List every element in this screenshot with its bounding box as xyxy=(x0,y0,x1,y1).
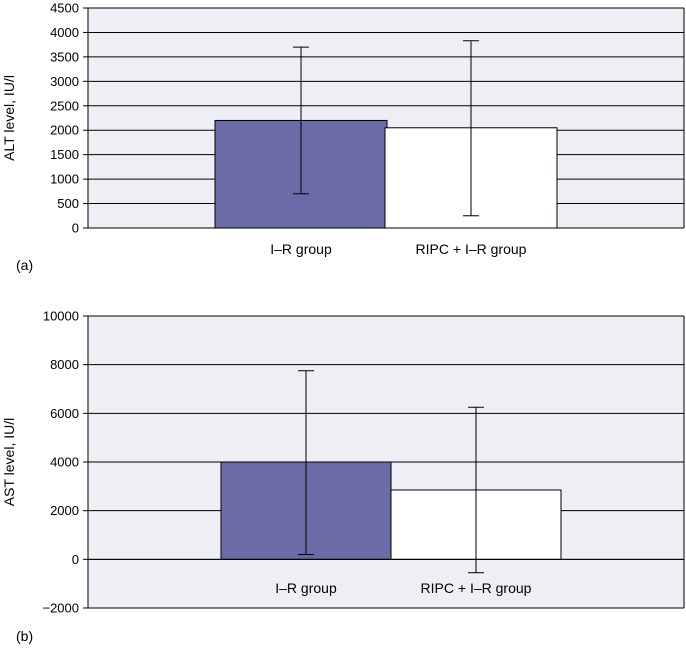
y-tick-label: 2000 xyxy=(50,503,79,518)
y-axis-label: AST level, IU/l xyxy=(1,418,17,506)
y-tick-label: 10000 xyxy=(43,309,79,324)
y-tick-label: 3000 xyxy=(50,74,79,89)
y-tick-label: 2500 xyxy=(50,98,79,113)
y-axis-label: ALT level, IU/l xyxy=(1,75,17,161)
panel-label: (a) xyxy=(16,257,33,273)
y-tick-label: 0 xyxy=(72,221,79,236)
y-tick-label: 500 xyxy=(57,196,79,211)
y-tick-label: 3500 xyxy=(50,49,79,64)
y-tick-label: 8000 xyxy=(50,357,79,372)
y-tick-label: 0 xyxy=(72,552,79,567)
y-tick-label: −2000 xyxy=(42,601,79,616)
error-bar xyxy=(463,40,479,217)
panel-label: (b) xyxy=(16,628,33,644)
y-tick-label: 4000 xyxy=(50,25,79,40)
y-tick-label: 4500 xyxy=(50,1,79,16)
category-label: RIPC + I–R group xyxy=(421,580,532,596)
error-bar xyxy=(298,370,314,555)
y-tick-label: 2000 xyxy=(50,123,79,138)
error-bar xyxy=(293,46,309,195)
error-bar xyxy=(468,406,484,574)
y-tick-label: 1000 xyxy=(50,172,79,187)
y-tick-label: 6000 xyxy=(50,406,79,421)
category-label: RIPC + I–R group xyxy=(416,241,527,257)
panel-a: 0 500 1000 1500 2000 2500 3000 3500 4000 4500 I–R … xyxy=(1,1,685,273)
category-label: I–R group xyxy=(270,241,332,257)
y-tick-label: 4000 xyxy=(50,455,79,470)
panel-b: −2000 0 2000 4000 6000 8000 10000 I–R group RIPC… xyxy=(1,309,685,644)
y-tick-label: 1500 xyxy=(50,147,79,162)
category-label: I–R group xyxy=(275,580,337,596)
